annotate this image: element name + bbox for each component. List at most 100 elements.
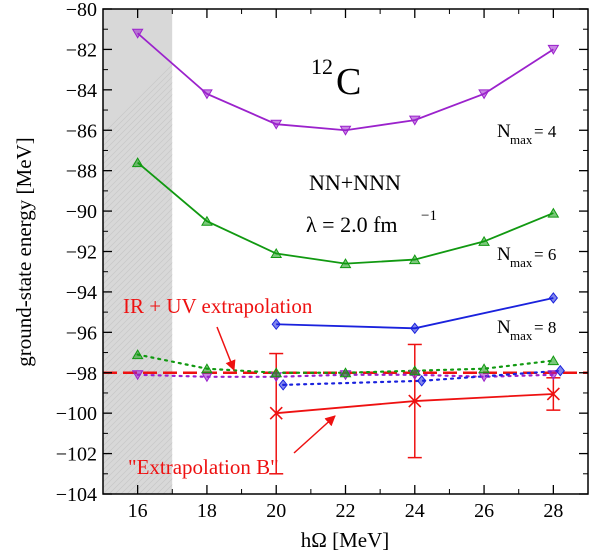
shade-hatch xyxy=(138,460,173,494)
data-point-extrap6 xyxy=(547,355,560,366)
x-tick-label: 20 xyxy=(266,500,286,522)
shade-hatch xyxy=(103,226,173,297)
shade-hatch xyxy=(349,9,601,494)
shade-hatch xyxy=(361,9,601,494)
x-tick-label: 24 xyxy=(405,500,425,522)
shade-hatch xyxy=(126,448,173,494)
y-tick-label: −82 xyxy=(66,39,97,61)
shaded-region xyxy=(103,9,173,494)
nmax4-n: N xyxy=(497,121,511,142)
shade-hatch xyxy=(103,364,173,435)
y-tick-label: −98 xyxy=(66,363,97,385)
data-point-extrap8 xyxy=(278,379,288,391)
data-point-extrapB xyxy=(408,394,422,408)
x-tick-label: 16 xyxy=(128,500,148,522)
data-point-extrapB xyxy=(269,406,283,420)
data-point-extrap6 xyxy=(270,367,283,378)
data-point-nmax4 xyxy=(131,28,144,39)
ir-uv-extrapolation-label: IR + UV extrapolation xyxy=(123,294,313,318)
shade-hatch xyxy=(103,406,173,477)
nmax4-label: N max = 4 xyxy=(497,121,557,147)
data-point-nmax6 xyxy=(547,207,560,218)
y-tick-label: −100 xyxy=(56,403,97,425)
shade-hatch xyxy=(451,9,601,494)
shade-hatch xyxy=(337,9,601,494)
y-tick-label: −86 xyxy=(66,120,97,142)
y-tick-label: −90 xyxy=(66,201,97,223)
nmax4-sub: max xyxy=(510,132,533,147)
data-point-extrap8 xyxy=(555,364,565,377)
data-point-nmax8 xyxy=(548,292,558,304)
shade-hatch xyxy=(391,9,601,494)
data-point-nmax4 xyxy=(201,89,213,100)
shade-hatch xyxy=(103,400,173,471)
nmax8-n: N xyxy=(497,317,511,338)
data-point-nmax6 xyxy=(131,157,144,168)
nmax6-label: N max = 6 xyxy=(497,244,556,270)
shade-hatch xyxy=(373,9,601,494)
data-point-extrap6 xyxy=(478,363,490,374)
x-tick-label: 26 xyxy=(474,500,494,522)
y-tick-label: −84 xyxy=(66,80,97,102)
data-point-nmax4 xyxy=(547,44,560,55)
data-point-extrapB-stroke-b xyxy=(546,387,560,401)
data-point-nmax6 xyxy=(339,258,352,269)
shade-hatch xyxy=(103,64,173,135)
shade-hatch xyxy=(103,346,173,417)
y-tick-label: −88 xyxy=(66,161,97,183)
shade-hatch xyxy=(103,376,173,447)
data-point-nmax8 xyxy=(271,318,281,331)
data-point-nmax4 xyxy=(270,119,283,130)
nucleus-symbol: C xyxy=(336,61,361,103)
x-tick-label: 28 xyxy=(543,500,563,522)
shade-hatch xyxy=(367,9,601,494)
nmax6-value: = 6 xyxy=(534,245,556,264)
shade-hatch xyxy=(103,244,173,315)
y-tick-label: −92 xyxy=(66,242,97,264)
nmax6-n: N xyxy=(497,244,511,265)
shade-hatch xyxy=(103,388,173,459)
nmax8-sub: max xyxy=(510,328,533,343)
shade-hatch xyxy=(325,9,601,494)
data-point-nmax6 xyxy=(270,248,283,259)
data-point-nmax4 xyxy=(339,125,352,136)
y-tick-label: −80 xyxy=(66,0,97,21)
data-point-extrap6 xyxy=(201,363,213,374)
shade-hatch xyxy=(103,184,173,255)
data-point-nmax6 xyxy=(408,254,421,265)
data-point-extrap4 xyxy=(131,370,144,381)
data-point-nmax6 xyxy=(201,215,213,226)
lambda-label: λ = 2.0 fm −1 xyxy=(306,208,437,237)
shade-hatch xyxy=(343,9,601,494)
data-point-extrapB-stroke-b xyxy=(269,406,283,420)
nmax4-value: = 4 xyxy=(534,122,557,141)
interaction-label: NN+NNN xyxy=(309,170,401,195)
data-point-extrap6 xyxy=(131,349,144,360)
series-line-extrap8 xyxy=(282,369,562,386)
shade-hatch xyxy=(132,454,173,494)
shade-hatch xyxy=(103,382,173,453)
nucleus-label: 12 C xyxy=(311,54,361,103)
shade-hatch xyxy=(103,208,173,279)
plot-frame xyxy=(102,8,589,495)
shade-hatch xyxy=(103,76,173,147)
x-tick-label: 18 xyxy=(197,500,217,522)
data-point-nmax4 xyxy=(478,89,490,100)
y-tick-label: −96 xyxy=(66,322,97,344)
shade-hatch xyxy=(355,9,601,494)
shade-hatch xyxy=(103,238,173,309)
extrapolation-b-arrow xyxy=(293,415,336,454)
shade-hatch xyxy=(379,9,601,494)
shade-hatch xyxy=(433,9,601,494)
nmax8-value: = 8 xyxy=(534,318,556,337)
data-point-nmax4 xyxy=(408,115,421,126)
shade-hatch xyxy=(103,220,173,291)
data-point-extrap6 xyxy=(339,367,352,378)
shade-hatch xyxy=(103,370,173,441)
shade-hatch xyxy=(103,202,173,273)
shade-hatch xyxy=(144,466,173,494)
x-tick-label: 22 xyxy=(336,500,356,522)
x-axis-title: hΩ [MeV] xyxy=(301,528,390,552)
y-tick-label: −104 xyxy=(56,484,97,506)
